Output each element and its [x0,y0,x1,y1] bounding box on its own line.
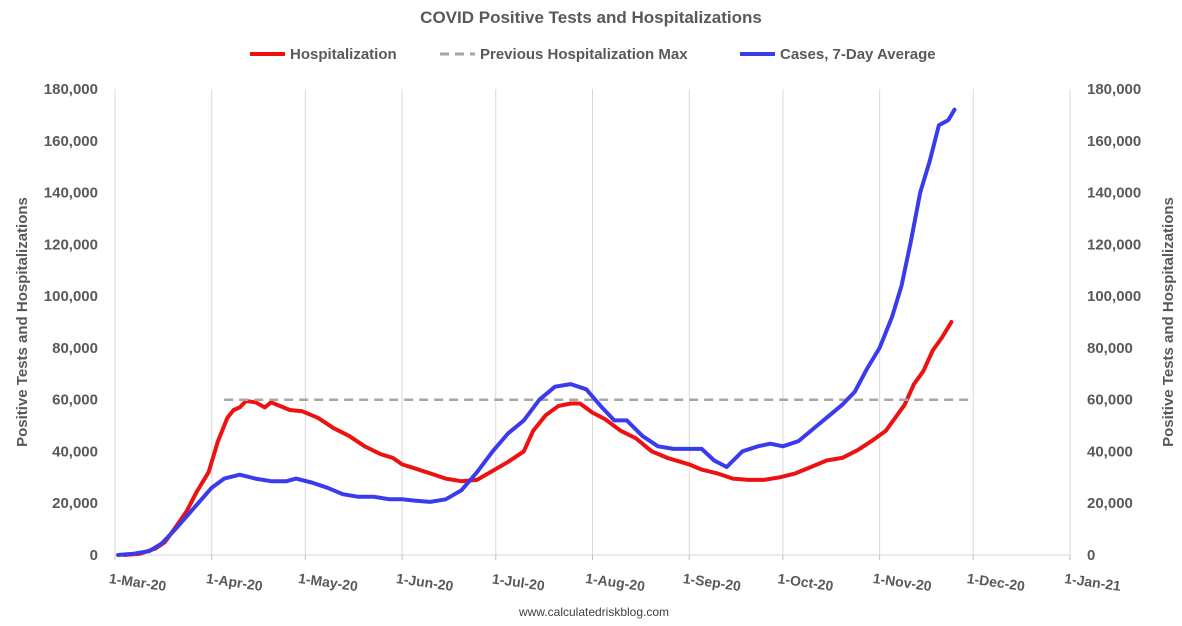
y-tick-label-right: 180,000 [1087,81,1141,98]
y-axis-left-ticks: 0 20,000 40,000 60,000 80,000 100,000 120,000 1… [44,81,98,564]
y-tick-label-right: 160,000 [1087,133,1141,150]
y-tick-label-right: 120,000 [1087,236,1141,253]
y-tick-label-right: 100,000 [1087,288,1141,305]
x-tick-label: 1-Nov-20 [872,570,933,594]
x-tick-label: 1-Sep-20 [682,570,742,594]
x-tick-label: 1-Jan-21 [1063,570,1122,594]
chart-title: COVID Positive Tests and Hospitalization… [420,8,762,27]
y-tick-label-left: 160,000 [44,133,98,150]
y-axis-left-label: Positive Tests and Hospitalizations [14,197,31,447]
y-tick-label-left: 80,000 [52,340,98,357]
y-tick-label-left: 0 [90,547,98,564]
y-tick-label-left: 120,000 [44,236,98,253]
grid [211,89,1071,555]
series-line-cases-7-day-average [116,107,957,557]
y-tick-label-left: 100,000 [44,288,98,305]
x-tick-label: 1-Apr-20 [205,570,264,594]
legend-label-previous-hospitalization-max: Previous Hospitalization Max [480,46,688,63]
y-tick-label-right: 60,000 [1087,392,1133,409]
x-axis-ticks: 1-Mar-20 1-Apr-20 1-May-20 1-Jun-20 1-Jul-20… [108,555,1122,594]
y-tick-label-right: 140,000 [1087,185,1141,202]
y-tick-label-left: 60,000 [52,392,98,409]
y-axis-right-ticks: 0 20,000 40,000 60,000 80,000 100,000 120,000 1… [1087,81,1141,564]
y-axis-right-label: Positive Tests and Hospitalizations [1160,197,1177,447]
x-tick-label: 1-Oct-20 [777,570,835,594]
series-line-hospitalization [122,320,954,557]
x-tick-label: 1-Mar-20 [108,570,167,594]
y-tick-label-right: 80,000 [1087,340,1133,357]
y-tick-label-left: 140,000 [44,185,98,202]
series-lines [116,107,971,557]
legend-label-cases-7-day-average: Cases, 7-Day Average [780,46,936,63]
x-tick-label: 1-Jul-20 [491,570,546,593]
y-tick-label-right: 0 [1087,547,1095,564]
x-tick-label: 1-Jun-20 [395,570,454,594]
y-tick-label-left: 40,000 [52,443,98,460]
source-footer: www.calculatedriskblog.com [518,605,669,619]
y-tick-label-right: 20,000 [1087,495,1133,512]
y-tick-label-left: 20,000 [52,495,98,512]
y-tick-label-right: 40,000 [1087,443,1133,460]
x-tick-label: 1-Dec-20 [966,570,1026,594]
x-tick-label: 1-May-20 [297,570,359,594]
y-tick-label-left: 180,000 [44,81,98,98]
legend: Hospitalization Previous Hospitalization … [250,46,936,63]
legend-label-hospitalization: Hospitalization [290,46,397,63]
x-tick-label: 1-Aug-20 [584,570,646,594]
